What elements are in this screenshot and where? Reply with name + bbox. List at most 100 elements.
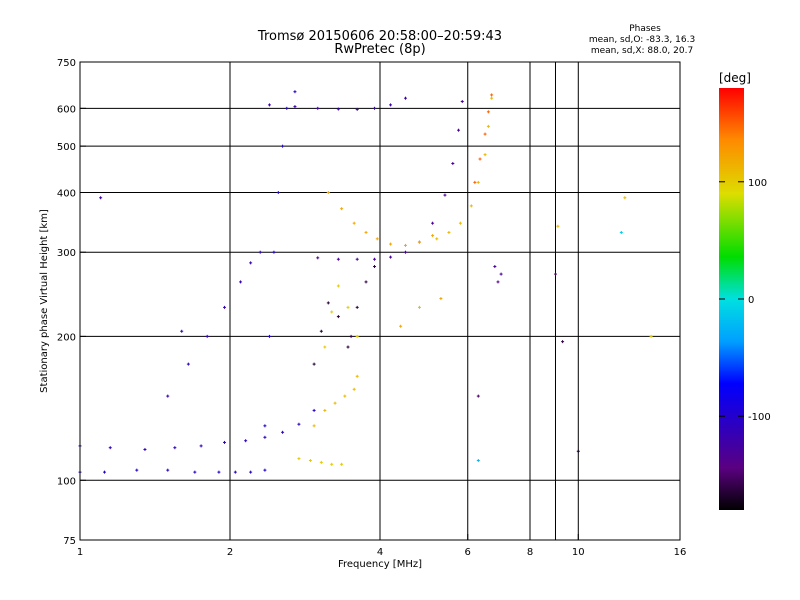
trace-6-point: [417, 240, 421, 244]
trace-0-point: [263, 468, 267, 472]
trace-1-point: [108, 446, 112, 450]
colorbar-tick-label: 0: [748, 295, 754, 306]
trace-5-point: [457, 128, 461, 132]
trace-9-point: [330, 462, 334, 466]
trace-5-point: [443, 193, 447, 197]
trace-1-point: [297, 422, 301, 426]
trace-9-point: [319, 460, 323, 464]
trace-12-point: [336, 284, 340, 288]
trace-7-point: [469, 204, 473, 208]
trace-6-point: [431, 234, 435, 238]
chart-title: Tromsø 20150606 20:58:00–20:59:43: [257, 29, 502, 44]
trace-2-point: [258, 250, 262, 254]
y-tick-label: 600: [57, 104, 76, 115]
isolated-point: [476, 394, 480, 398]
y-tick-label: 500: [57, 142, 76, 153]
trace-6-point: [340, 207, 344, 211]
trace-3-point: [276, 190, 280, 194]
trace-6-point: [364, 230, 368, 234]
isolated-point: [553, 272, 557, 276]
chart-subtitle: RwPretec (8p): [334, 42, 425, 57]
trace-10-point: [323, 408, 327, 412]
trace-3-point: [272, 250, 276, 254]
trace-1-point: [244, 439, 248, 443]
trace-7-point: [458, 221, 462, 225]
y-tick-label: 400: [57, 188, 76, 199]
isolated-point: [99, 196, 103, 200]
trace-13-point: [364, 280, 368, 284]
trace-1-point: [223, 440, 227, 444]
isolated-point: [623, 196, 627, 200]
trace-11-point: [336, 315, 340, 319]
isolated-point: [576, 449, 580, 453]
trace-2-point: [239, 280, 243, 284]
trace-12-point: [355, 334, 359, 338]
x-tick-label: 8: [527, 547, 533, 558]
trace-6-point: [326, 190, 330, 194]
trace-10-point: [343, 394, 347, 398]
trace-5-point: [389, 255, 393, 259]
isolated-point: [556, 224, 560, 228]
trace-2-point: [186, 362, 190, 366]
x-axis-label: Frequency [MHz]: [338, 559, 422, 570]
trace-1-point: [143, 447, 147, 451]
trace-5-point: [336, 257, 340, 261]
phase-stats-x: mean, sd,X: 88.0, 20.7: [591, 46, 693, 56]
trace-4-point: [336, 107, 340, 111]
trace-3-point: [263, 424, 267, 428]
y-tick-label: 750: [57, 58, 76, 69]
colorbar-ticks: 100 0 -100: [719, 178, 771, 423]
trace-7-point: [476, 180, 480, 184]
trace-5-point: [460, 100, 464, 104]
trace-5-point: [373, 257, 377, 261]
x-tick-label: 4: [377, 547, 383, 558]
trace-8-point: [478, 157, 482, 161]
x-tick-label: 16: [674, 547, 687, 558]
axis-ticks: 1 2 4 6 8 10 16 75 100 200 300 400 500 600 750: [57, 58, 686, 558]
trace-10-point: [352, 387, 356, 391]
trace-11-point: [326, 301, 330, 305]
isolated-point: [417, 305, 421, 309]
isolated-point: [476, 458, 480, 462]
trace-3-point: [267, 334, 271, 338]
y-axis-label: Stationary phase Virtual Height [km]: [39, 209, 50, 393]
trace-0-point: [135, 468, 139, 472]
trace-1-point: [173, 446, 177, 450]
trace-8-point: [490, 93, 494, 97]
trace-4-point: [355, 107, 359, 111]
trace-6-point: [352, 221, 356, 225]
trace-11-point: [346, 345, 350, 349]
gridlines: [80, 62, 680, 540]
colorbar-unit-label: [deg]: [719, 71, 751, 85]
trace-3-point: [285, 106, 289, 110]
trace-13-point: [355, 305, 359, 309]
x-tick-label: 1: [77, 547, 83, 558]
trace-5-point: [355, 257, 359, 261]
trace-11-point: [319, 329, 323, 333]
trace-6-point: [375, 237, 379, 241]
trace-8-point: [486, 110, 490, 114]
isolated-point: [399, 324, 403, 328]
trace-4-point: [373, 106, 377, 110]
trace-4-point: [316, 106, 320, 110]
isolated-point: [649, 334, 653, 338]
y-tick-label: 75: [63, 536, 76, 547]
trace-7-point: [447, 230, 451, 234]
y-tick-label: 200: [57, 332, 76, 343]
data-points: [78, 90, 653, 474]
trace-4-point: [389, 103, 393, 107]
trace-9-point: [340, 462, 344, 466]
trace-5-point: [403, 250, 407, 254]
trace-2-point: [205, 334, 209, 338]
trace-5-point: [451, 161, 455, 165]
trace-10-point: [333, 401, 337, 405]
trace-0-point: [233, 470, 237, 474]
trace-12-point: [323, 345, 327, 349]
trace-1-point: [312, 408, 316, 412]
trace-8-point: [483, 132, 487, 136]
trace-12-point: [330, 310, 334, 314]
isolated-point: [619, 230, 623, 234]
isolated-point: [180, 329, 184, 333]
trace-5-point: [431, 221, 435, 225]
trace-0-point: [217, 470, 221, 474]
